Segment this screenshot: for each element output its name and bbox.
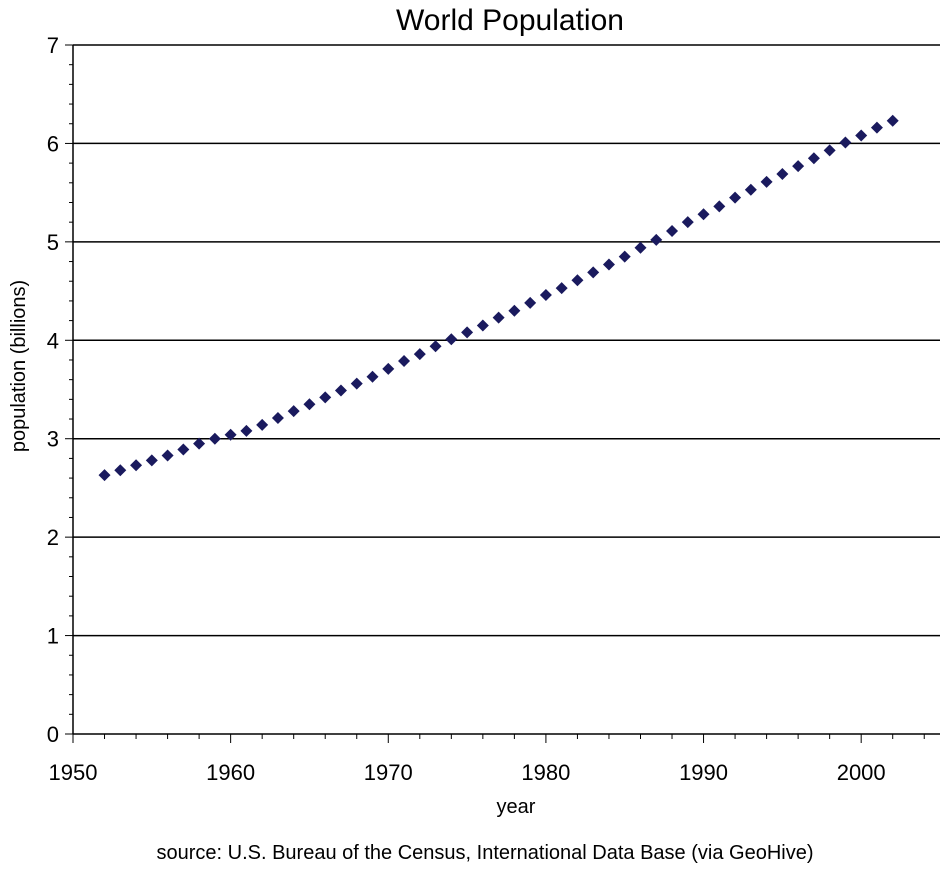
y-tick-label: 4 [47,328,59,353]
y-axis-label: population (billions) [8,280,30,452]
data-point [555,282,568,295]
data-point [744,183,757,196]
data-point [634,241,647,254]
data-point [461,326,474,339]
data-point [382,362,395,375]
data-point [476,319,489,332]
data-point [697,208,710,221]
x-tick-label: 1970 [364,760,413,785]
data-point [571,274,584,287]
data-point [413,348,426,361]
x-tick-label: 1990 [679,760,728,785]
data-point [256,418,269,431]
data-point [271,412,284,425]
chart-title: World Population [396,4,624,37]
data-point [539,289,552,302]
data-point [587,266,600,279]
x-tick-label: 1980 [521,760,570,785]
data-point [287,405,300,418]
data-point [303,398,316,411]
source-note: source: U.S. Bureau of the Census, Inter… [156,842,813,864]
data-point [445,333,458,346]
y-tick-label: 0 [47,722,59,747]
x-tick-label: 1950 [49,760,98,785]
data-point [508,304,521,317]
data-point [98,469,111,482]
data-points [98,114,899,482]
gridlines [73,44,940,637]
y-tick-label: 5 [47,230,59,255]
data-point [145,454,158,467]
y-tick-label: 2 [47,525,59,550]
y-tick-label: 3 [47,427,59,452]
x-tick-label: 2000 [837,760,886,785]
data-point [681,216,694,229]
data-point [319,391,332,404]
y-tick-label: 1 [47,624,59,649]
x-axis-label: year [497,796,536,818]
data-point [807,152,820,165]
data-point [650,233,663,246]
data-point [870,121,883,134]
data-point [208,432,221,445]
x-tick-label: 1960 [206,760,255,785]
data-point [760,175,773,188]
y-tick-label: 6 [47,131,59,156]
data-point [177,443,190,456]
data-point [429,340,442,353]
data-point [366,370,379,383]
data-point [224,428,237,441]
data-point [602,258,615,271]
data-point [240,424,253,437]
axes [65,44,940,743]
y-tick-labels: 0 1 2 3 4 5 6 7 [47,33,59,747]
y-tick-label: 7 [47,33,59,58]
data-point [776,167,789,180]
data-point [823,144,836,157]
data-point [398,354,411,367]
data-point [524,296,537,309]
data-point [492,311,505,324]
data-point [618,250,631,263]
data-point [729,191,742,204]
data-point [193,437,206,450]
data-point [713,200,726,213]
data-point [350,377,363,390]
data-point [792,160,805,173]
data-point [161,449,174,462]
data-point [855,129,868,142]
data-point [334,384,347,397]
data-point [130,459,143,472]
x-tick-labels: 1950 1960 1970 1980 1990 2000 [49,760,886,785]
data-point [666,225,679,238]
data-point [839,136,852,149]
data-point [886,114,899,127]
data-point [114,464,127,477]
